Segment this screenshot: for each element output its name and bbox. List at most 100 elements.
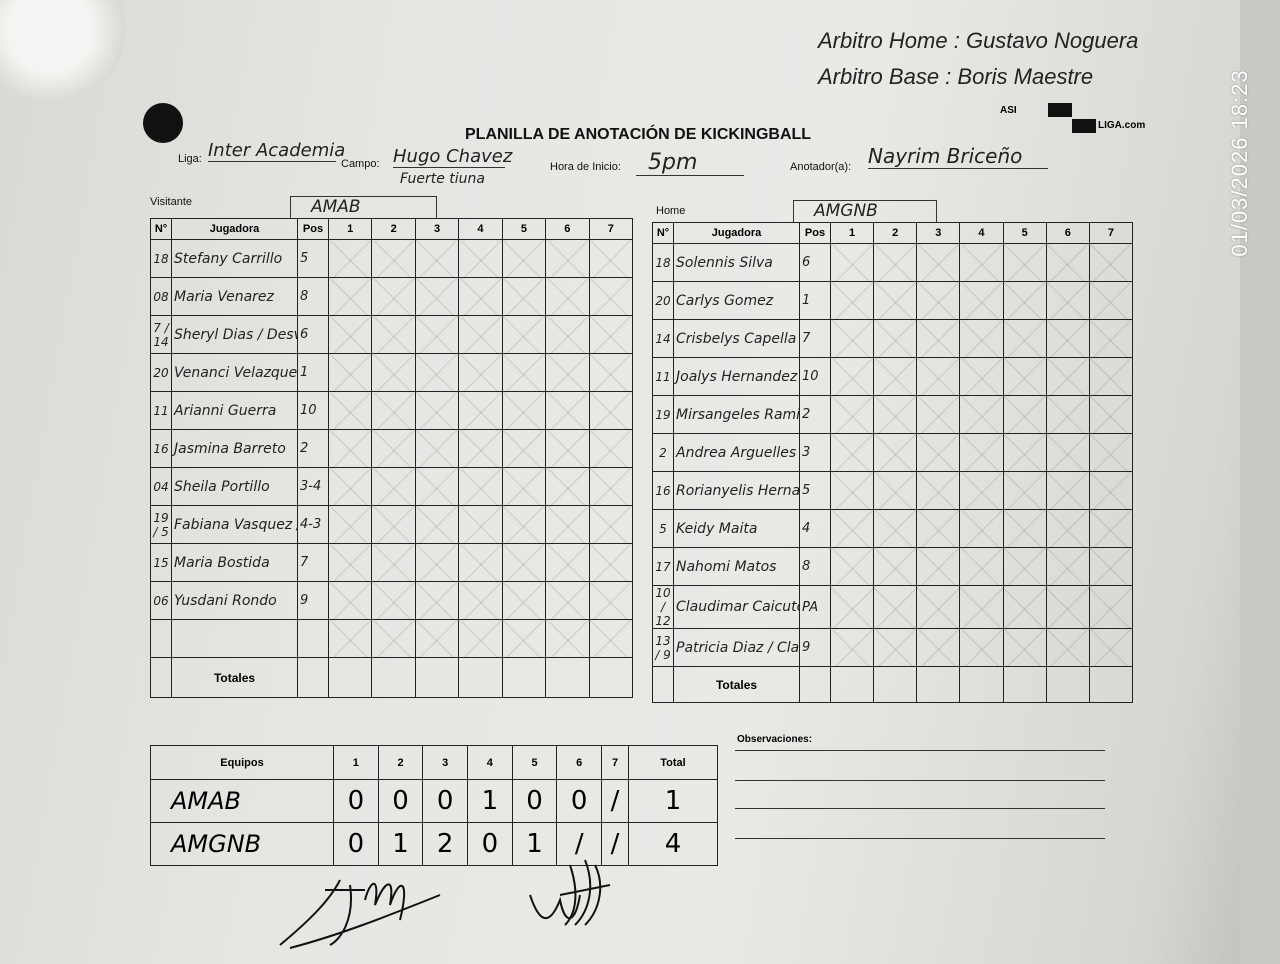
inning-cell — [916, 585, 961, 629]
totals-row: Totales — [652, 666, 1134, 703]
inning-cell — [873, 509, 918, 548]
inning-header: 3 — [414, 218, 460, 240]
player-name: Joalys Hernandez — [673, 357, 800, 396]
inning-cell — [916, 628, 961, 667]
inning-header: 7 — [1088, 222, 1134, 244]
inning-cell — [1088, 628, 1134, 667]
inning-cell — [327, 277, 373, 316]
player-position: 10 — [799, 357, 831, 396]
inning-cell — [588, 239, 634, 278]
inning-cell — [1002, 281, 1047, 320]
player-number: 17 — [652, 547, 674, 586]
player-number: 18 — [652, 243, 674, 282]
scoreboard-team: AMGNB — [150, 822, 334, 866]
referee-home-name: Gustavo Noguera — [965, 28, 1139, 53]
player-position: 8 — [297, 277, 329, 316]
hora-value: 5pm — [636, 150, 744, 176]
player-header: Jugadora — [673, 222, 800, 244]
visitor-team-name: AMAB — [290, 196, 437, 219]
player-number — [150, 619, 172, 658]
player-number: 14 — [652, 319, 674, 358]
totals-cell — [1088, 666, 1134, 703]
inning-cell — [959, 509, 1004, 548]
inning-cell — [959, 585, 1004, 629]
totals-number-cell — [150, 657, 172, 698]
inning-cell — [829, 357, 875, 396]
inning-cell — [1045, 395, 1090, 434]
inning-cell — [873, 628, 918, 667]
inning-cell — [1045, 471, 1090, 510]
player-number: 13 / 9 — [652, 628, 674, 667]
player-name: Fabiana Vasquez / Luisana Soto — [171, 505, 298, 544]
totals-cell — [959, 666, 1004, 703]
scoreboard-inning-runs: 0 — [422, 779, 469, 823]
scoreboard-inning-runs: 1 — [467, 779, 513, 823]
player-number: 16 — [652, 471, 674, 510]
campo-label: Campo: — [341, 158, 380, 170]
inning-cell — [829, 628, 875, 667]
inning-cell — [1045, 319, 1090, 358]
inning-cell — [1088, 509, 1134, 548]
inning-cell — [327, 315, 373, 354]
player-number: 19 / 5 — [150, 505, 172, 544]
player-row: 11 Arianni Guerra 10 — [150, 391, 634, 430]
totals-cell — [1045, 666, 1090, 703]
player-position: 8 — [799, 547, 831, 586]
player-position: 3 — [799, 433, 831, 472]
inning-cell — [371, 315, 416, 354]
player-position: 2 — [799, 395, 831, 434]
inning-cell — [1002, 357, 1047, 396]
inning-cell — [873, 585, 918, 629]
inning-header: 3 — [916, 222, 961, 244]
inning-cell — [588, 543, 634, 582]
home-lineup-table: N° Jugadora Pos 1 2 3 4 5 6 7 18 Solennis Silva 6 20 C… — [652, 222, 1134, 703]
home-team-name: AMGNB — [793, 200, 937, 223]
inning-cell — [327, 353, 373, 392]
inning-cell — [959, 357, 1004, 396]
inning-cell — [829, 395, 875, 434]
player-position: PA — [799, 585, 831, 629]
player-number: 20 — [150, 353, 172, 392]
home-label: Home — [656, 205, 686, 217]
scoreboard-row: AMAB 0 0 0 1 0 0/1 — [150, 779, 718, 823]
inning-cell — [959, 319, 1004, 358]
signature-2 — [529, 859, 611, 926]
player-position: 10 — [297, 391, 329, 430]
player-row: 06 Yusdani Rondo 9 — [150, 581, 634, 620]
inning-cell — [1088, 243, 1134, 282]
inning-header: 7 — [588, 218, 634, 240]
inning-cell — [588, 619, 634, 658]
totals-number-cell — [652, 666, 674, 703]
observaciones-line — [735, 750, 1105, 751]
player-header: Jugadora — [171, 218, 298, 240]
player-row: 16 Jasmina Barreto 2 — [150, 429, 634, 468]
player-name: Jasmina Barreto — [171, 429, 298, 468]
inning-cell — [1002, 433, 1047, 472]
inning-cell — [1045, 509, 1090, 548]
inning-cell — [414, 315, 460, 354]
inning-cell — [545, 429, 590, 468]
inning-cell — [829, 509, 875, 548]
inning-cell — [916, 357, 961, 396]
liga-value: Inter Academia — [208, 140, 346, 162]
player-position: 9 — [799, 628, 831, 667]
inning-cell — [959, 395, 1004, 434]
position-header: Pos — [297, 218, 329, 240]
photo-timestamp: 01/03/2026 18:23 — [1227, 69, 1252, 257]
inning-cell — [1088, 281, 1134, 320]
player-row: 20 Carlys Gomez 1 — [652, 281, 1134, 320]
player-position: 9 — [297, 581, 329, 620]
player-name: Carlys Gomez — [673, 281, 800, 320]
player-row: 11 Joalys Hernandez 10 — [652, 357, 1134, 396]
totals-cell — [501, 657, 547, 698]
player-row: 08 Maria Venarez 8 — [150, 277, 634, 316]
inning-cell — [1088, 357, 1134, 396]
inning-cell — [959, 281, 1004, 320]
inning-cell — [414, 581, 460, 620]
inning-cell — [916, 281, 961, 320]
totals-cell — [545, 657, 590, 698]
inning-cell — [458, 619, 503, 658]
inning-cell — [1045, 585, 1090, 629]
inning-header: 6 — [1045, 222, 1090, 244]
player-name: Sheryl Dias / Desvionnys Cordero — [171, 315, 298, 354]
